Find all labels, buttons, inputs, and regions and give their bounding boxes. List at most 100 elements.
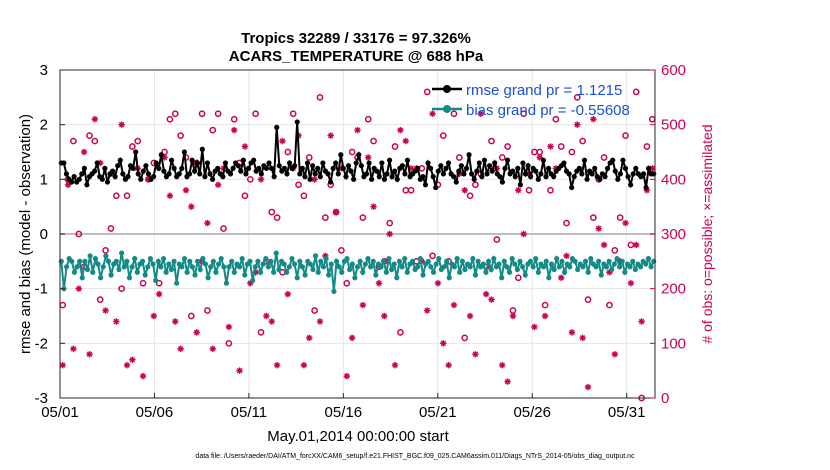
bias-point (596, 258, 602, 264)
rmse-point (484, 171, 490, 177)
rmse-point (351, 176, 357, 182)
bias-point (124, 258, 130, 264)
bias-point (637, 264, 644, 270)
bias-point (174, 280, 180, 286)
rmse-point (243, 171, 249, 177)
obs-assimilated-marker (595, 225, 602, 232)
obs-assimilated-marker (386, 230, 393, 238)
rmse-point (204, 160, 211, 166)
bias-point (339, 269, 345, 275)
bias-point (567, 264, 573, 270)
rmse-point (176, 171, 182, 177)
asterisk-stroke (376, 280, 382, 286)
bias-point (163, 269, 169, 275)
y-tick-label: 3 (40, 62, 48, 79)
bias-point (588, 256, 594, 262)
bias-point (446, 275, 452, 281)
obs-possible-marker (166, 115, 174, 123)
obs-possible-marker (204, 307, 211, 314)
rmse-point (117, 157, 123, 163)
obs-assimilated-marker (541, 312, 549, 320)
rmse-point (61, 160, 67, 166)
bias-point (260, 261, 266, 267)
x-tick-label: 05/16 (325, 404, 363, 421)
rmse-point (622, 165, 629, 171)
bias-point (546, 275, 552, 281)
asterisk-stroke (268, 318, 275, 325)
rmse-point (486, 163, 493, 169)
obs-possible-marker (466, 192, 474, 200)
y2-tick-label: 200 (661, 281, 686, 298)
bias-point (436, 256, 442, 262)
rmse-point (209, 176, 216, 182)
obs-possible-marker (343, 279, 351, 287)
rmse-point (366, 160, 372, 166)
bias-point (373, 272, 379, 278)
obs-possible-marker (397, 329, 404, 336)
rmse-point (479, 174, 485, 180)
bias-point (527, 258, 534, 264)
rmse-point (186, 171, 193, 177)
bias-point (459, 258, 465, 264)
bias-point (491, 256, 497, 262)
obs-possible-marker (386, 219, 394, 227)
bias-point (404, 269, 410, 275)
bias-point (315, 269, 321, 275)
bias-point (444, 258, 450, 264)
rmse-point (171, 165, 177, 171)
rmse-point (510, 168, 516, 174)
bias-point (126, 275, 133, 281)
bias-point (116, 266, 122, 273)
bias-point (87, 253, 93, 259)
bias-point (289, 256, 295, 262)
asterisk-stroke (183, 187, 189, 194)
bias-point (242, 272, 248, 278)
obs-possible-marker (139, 279, 147, 287)
asterisk-stroke (504, 378, 511, 385)
obs-possible-marker (129, 143, 136, 150)
rmse-point (343, 174, 349, 180)
legend-marker-rmse (443, 85, 451, 93)
bias-point (255, 258, 261, 264)
rmse-point (592, 165, 598, 171)
obs-possible-marker (504, 143, 511, 150)
bias-point (349, 261, 355, 267)
bias-point (299, 264, 306, 270)
bias-point (166, 261, 172, 267)
bias-point (347, 266, 353, 273)
asterisk-stroke (172, 318, 178, 325)
rmse-point (499, 179, 506, 185)
asterisk-stroke (210, 346, 216, 352)
rmse-point (251, 157, 257, 163)
obs-assimilated-marker (482, 290, 490, 298)
bias-point (202, 261, 209, 267)
asterisk-stroke (644, 187, 650, 194)
rmse-line (61, 121, 654, 189)
obs-assimilated-marker (209, 345, 216, 352)
asterisk-stroke (354, 127, 361, 133)
rmse-point (545, 165, 552, 171)
rmse-point (345, 163, 352, 169)
asterisk-stroke (601, 242, 607, 248)
asterisk-stroke (365, 154, 371, 161)
obs-possible-marker (579, 137, 586, 145)
rmse-point (125, 174, 131, 180)
rmse-point (420, 174, 426, 180)
bias-point (147, 256, 154, 262)
bias-point (160, 256, 167, 262)
asterisk-stroke (472, 351, 479, 358)
bias-point (470, 256, 476, 262)
legend-label-bias: bias grand pr = -0.55608 (466, 102, 630, 119)
rmse-point (317, 174, 323, 180)
rmse-point (222, 160, 229, 166)
rmse-point (286, 160, 293, 166)
y-tick-label: 2 (40, 117, 48, 134)
obs-assimilated-marker (214, 181, 222, 188)
bias-point (344, 256, 350, 262)
obs-assimilated-marker (611, 351, 618, 358)
rmse-point (620, 157, 626, 163)
rmse-point (520, 160, 526, 166)
chart-subtitle: ACARS_TEMPERATURE @ 688 hPa (229, 48, 484, 65)
y-tick-label: 0 (40, 226, 48, 243)
rmse-point (610, 157, 616, 163)
